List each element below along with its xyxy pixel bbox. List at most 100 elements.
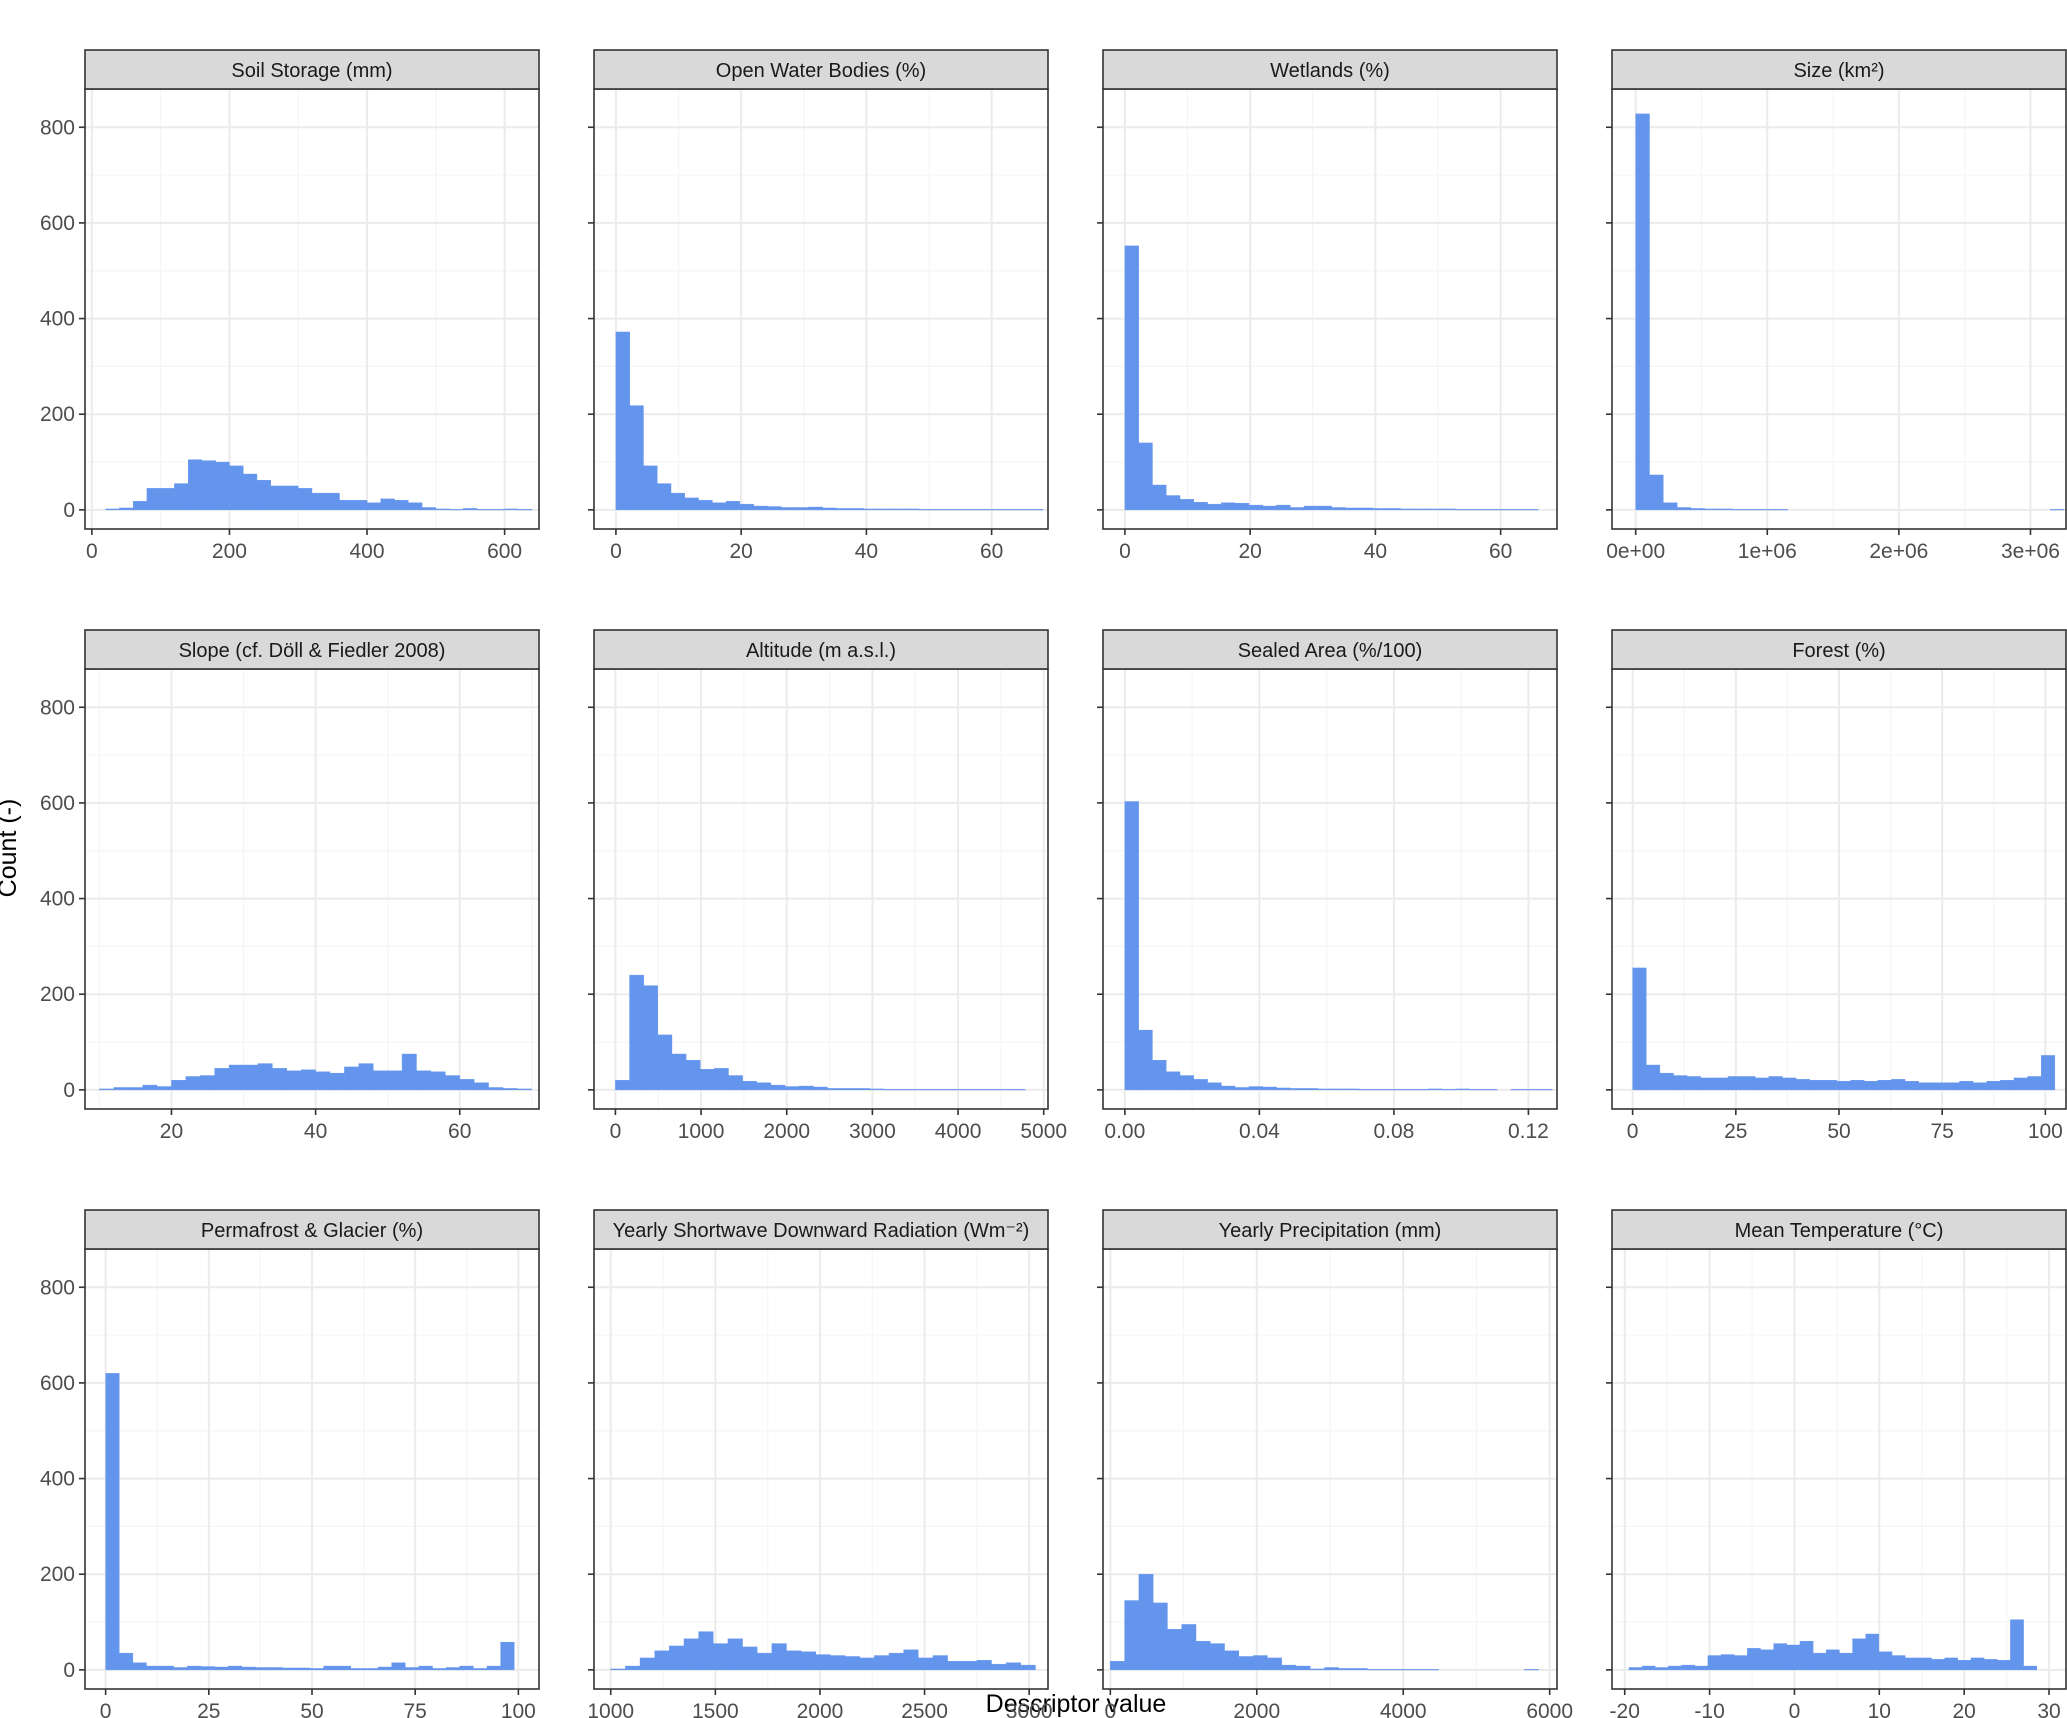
panel-background (1103, 89, 1557, 529)
x-tick-label: 4000 (935, 1120, 982, 1143)
y-tick-label: 400 (40, 1468, 75, 1491)
histogram-bar (1303, 505, 1318, 511)
x-tick-label: 0 (1789, 1700, 1801, 1718)
histogram-panel: Forest (%) 0 25 50 75 100 (1606, 629, 2067, 1143)
histogram-bar (1768, 1076, 1783, 1091)
histogram-bar (201, 460, 216, 511)
x-tick-label: 2000 (1233, 1700, 1280, 1718)
histogram-bar (1878, 1651, 1893, 1671)
panel-background (1612, 1249, 2066, 1689)
histogram-bar (1234, 502, 1250, 511)
histogram-bar (2050, 509, 2065, 511)
histogram-bar (827, 1088, 842, 1091)
x-tick-label: 2000 (797, 1700, 844, 1718)
histogram-bar (1372, 508, 1387, 511)
y-tick-label: 200 (40, 403, 75, 426)
histogram-bar (1863, 1081, 1878, 1091)
panel-background (594, 89, 1048, 529)
histogram-bar (615, 331, 630, 511)
histogram-bar (1524, 1669, 1539, 1671)
panel-title: Wetlands (%) (1270, 60, 1390, 82)
histogram-bar (771, 1643, 787, 1671)
histogram-bar (490, 509, 505, 511)
histogram-bar (713, 1643, 729, 1671)
histogram-bar (418, 1665, 433, 1671)
histogram-bar (1166, 495, 1181, 511)
histogram-bar (1345, 507, 1360, 511)
histogram-bar (1795, 1079, 1810, 1091)
x-tick-label: 0.12 (1508, 1120, 1549, 1143)
x-tick-label: 40 (855, 540, 878, 563)
panel-strip (593, 49, 1049, 90)
histogram-bar (1718, 508, 1733, 511)
panel-title: Altitude (m a.s.l.) (746, 640, 896, 662)
histogram-bar (1138, 1029, 1153, 1091)
histogram-bar (1381, 1669, 1397, 1671)
histogram-bar (669, 1645, 685, 1671)
histogram-bar (416, 1070, 432, 1091)
histogram-bar (421, 507, 437, 511)
x-tick-label: 75 (1931, 1120, 1954, 1143)
histogram-bar (1179, 1075, 1194, 1091)
histogram-bar (1673, 1075, 1688, 1091)
histogram-bar (243, 1064, 259, 1091)
panel-strip (1611, 629, 2067, 670)
histogram-bar (1221, 1085, 1236, 1091)
histogram-bar (171, 1080, 187, 1091)
histogram-bar (113, 1087, 129, 1091)
histogram-bar (2010, 1619, 2024, 1671)
histogram-bar (698, 500, 713, 511)
histogram-bar (459, 1079, 475, 1091)
x-tick-label: 3000 (849, 1120, 896, 1143)
x-tick-label: 30 (2037, 1700, 2060, 1718)
histogram-bar (1020, 1664, 1036, 1671)
x-tick-label: 3000 (1006, 1700, 1053, 1718)
histogram-bar (1681, 1664, 1695, 1671)
histogram-bar (1238, 1656, 1254, 1671)
histogram-bar (1773, 1643, 1788, 1671)
histogram-bar (1207, 503, 1222, 511)
x-tick-label: 1e+06 (1738, 540, 1797, 563)
histogram-bar (1262, 1086, 1277, 1091)
panel-title: Mean Temperature (°C) (1735, 1220, 1944, 1242)
histogram-panel: Permafrost & Glacier (%) 0 25 50 75 100 0 200 40… (40, 1209, 540, 1718)
histogram-bar (756, 1082, 772, 1091)
histogram-bar (960, 509, 975, 511)
histogram-bar (311, 492, 326, 511)
histogram-bar (1782, 1077, 1797, 1091)
x-tick-label: 3e+06 (2001, 540, 2060, 563)
x-tick-label: 20 (1952, 1700, 1975, 1718)
histogram-bar (849, 508, 865, 511)
histogram-bar (270, 485, 285, 511)
histogram-bar (1409, 1669, 1425, 1671)
histogram-bar (639, 1657, 655, 1671)
histogram-bar (1029, 509, 1044, 511)
histogram-bar (187, 1665, 202, 1671)
histogram-bar (1904, 1081, 1919, 1091)
histogram-bar (1904, 1657, 1919, 1671)
histogram-bar (449, 509, 464, 511)
histogram-bar (272, 1068, 287, 1091)
histogram-bar (229, 465, 244, 511)
histogram-bar (1138, 1574, 1154, 1671)
histogram-bar (1386, 508, 1401, 511)
x-tick-label: 0 (610, 1120, 622, 1143)
panel-strip (1102, 49, 1558, 90)
histogram-bar (1324, 1667, 1339, 1671)
histogram-bar (463, 508, 478, 511)
histogram-bar (1747, 1648, 1761, 1671)
histogram-bar (432, 1668, 447, 1671)
histogram-bar (1441, 508, 1456, 511)
histogram-bar (119, 1652, 134, 1671)
x-tick-label: 25 (197, 1700, 220, 1718)
x-tick-label: 2e+06 (1869, 540, 1928, 563)
histogram-bar (869, 1088, 885, 1091)
histogram-panel: Mean Temperature (°C) -20 -10 0 10 20 30 (1606, 1209, 2067, 1718)
panel-background (1103, 669, 1557, 1109)
histogram-bar (1632, 967, 1647, 1091)
histogram-bar (770, 1084, 786, 1091)
histogram-bar (1732, 509, 1747, 511)
x-tick-label: 200 (212, 540, 247, 563)
histogram-bar (1262, 505, 1277, 511)
